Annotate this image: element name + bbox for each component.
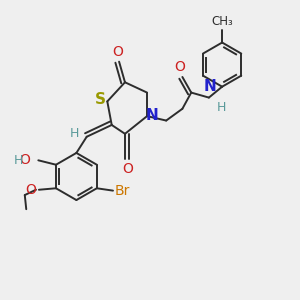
- Text: O: O: [174, 60, 185, 74]
- Text: H: H: [216, 100, 226, 113]
- Text: O: O: [112, 45, 123, 59]
- Text: CH₃: CH₃: [211, 15, 233, 28]
- Text: Br: Br: [114, 184, 130, 198]
- Text: H: H: [14, 154, 23, 167]
- Text: H: H: [70, 127, 79, 140]
- Text: N: N: [204, 79, 217, 94]
- Text: N: N: [146, 108, 159, 123]
- Text: S: S: [95, 92, 106, 107]
- Text: O: O: [19, 153, 30, 167]
- Text: O: O: [25, 183, 36, 197]
- Text: O: O: [122, 162, 134, 176]
